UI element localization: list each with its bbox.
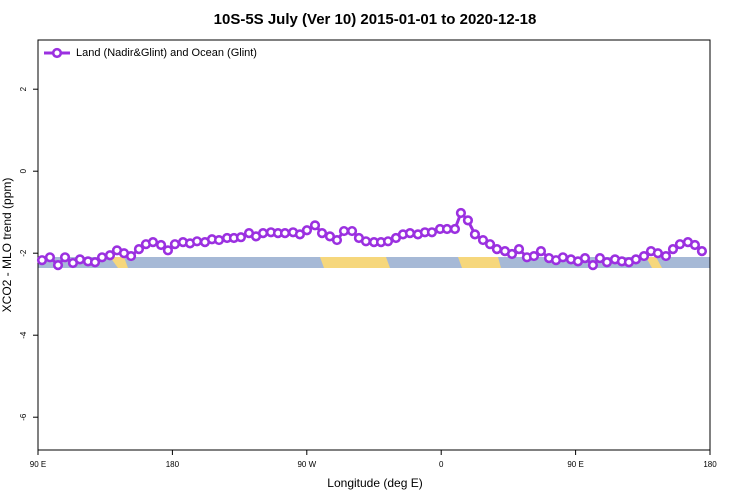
data-point: [469, 229, 481, 240]
x-tick-label: 90 E: [567, 460, 583, 469]
data-point: [169, 239, 181, 250]
land-band: [646, 257, 662, 268]
data-point: [257, 228, 269, 239]
chart-title: 10S-5S July (Ver 10) 2015-01-01 to 2020-…: [214, 11, 537, 28]
data-point: [59, 252, 71, 263]
data-point: [309, 220, 321, 231]
data-point: [235, 232, 247, 243]
data-point: [338, 225, 350, 237]
x-tick-label: 0: [439, 460, 444, 469]
data-point: [594, 253, 606, 264]
data-point: [630, 254, 642, 265]
data-point: [426, 227, 438, 238]
data-point: [147, 237, 159, 248]
data-point: [133, 244, 145, 255]
data-point: [346, 225, 358, 237]
data-point: [191, 236, 203, 247]
data-point: [441, 223, 453, 235]
land-band: [110, 257, 128, 268]
data-point: [162, 245, 174, 256]
data-point: [382, 236, 394, 247]
plot-frame: [37, 39, 711, 451]
data-point: [104, 250, 116, 261]
x-tick-label: 180: [166, 460, 180, 469]
data-point: [660, 250, 672, 262]
data-point: [513, 244, 525, 255]
data-point: [674, 239, 686, 250]
legend-label: Land (Nadir&Glint) and Ocean (Glint): [76, 47, 257, 59]
y-tick-label: -6: [19, 413, 28, 421]
data-point: [74, 254, 86, 265]
data-point: [462, 215, 474, 226]
data-point: [301, 225, 313, 236]
y-tick-label: -4: [19, 331, 28, 339]
data-point: [449, 223, 461, 235]
data-point: [279, 228, 291, 239]
data-point: [52, 259, 64, 271]
data-point: [579, 253, 591, 264]
data-point: [360, 236, 372, 247]
data-point: [331, 234, 343, 246]
land-band: [458, 257, 501, 268]
data-point: [294, 229, 306, 240]
data-point: [44, 252, 56, 263]
data-point: [89, 257, 101, 268]
data-point: [36, 255, 48, 266]
data-point: [125, 250, 137, 262]
data-point: [316, 228, 328, 239]
land-band: [320, 257, 390, 268]
data-point: [535, 246, 547, 257]
data-point: [455, 207, 467, 219]
x-tick-label: 90 W: [297, 460, 316, 469]
data-point: [484, 239, 496, 250]
x-axis-label: Longitude (deg E): [327, 476, 422, 490]
x-tick-label: 180: [703, 460, 717, 469]
data-point: [696, 246, 708, 257]
data-point: [689, 239, 701, 251]
data-point: [601, 257, 613, 268]
data-point: [213, 234, 225, 246]
y-axis-label: XCO2 - MLO trend (ppm): [0, 178, 14, 313]
data-point: [506, 248, 518, 260]
y-tick-label: 0: [19, 168, 28, 173]
data-point: [652, 248, 663, 259]
legend-entry: Land (Nadir&Glint) and Ocean (Glint): [44, 47, 257, 59]
data-point: [667, 244, 679, 255]
land-ocean-strip: [38, 257, 710, 268]
data-point: [557, 252, 569, 263]
y-tick-label: -2: [19, 249, 28, 257]
data-point: [587, 259, 599, 271]
data-point: [155, 239, 167, 251]
data-point: [528, 250, 540, 262]
data-point: [96, 252, 108, 263]
data-point: [477, 234, 489, 246]
data-point: [638, 250, 650, 262]
y-tick-label: 2: [19, 86, 28, 91]
data-point: [491, 244, 503, 255]
x-tick-label: 90 E: [30, 460, 46, 469]
legend-marker: [51, 47, 63, 59]
data-point: [404, 228, 416, 239]
